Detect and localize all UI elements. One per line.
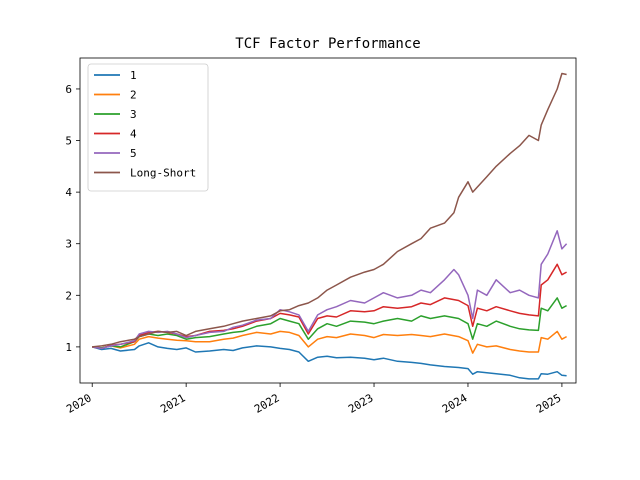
y-tick-label: 6 [65, 83, 72, 96]
legend-label: Long-Short [130, 167, 196, 180]
legend-label: 1 [130, 69, 137, 82]
legend-label: 2 [130, 89, 137, 102]
y-tick-label: 5 [65, 135, 72, 148]
series-line-2 [92, 330, 567, 354]
y-tick-label: 4 [65, 186, 72, 199]
series-line-1 [92, 342, 567, 380]
legend-label: 3 [130, 108, 137, 121]
y-tick-label: 2 [65, 289, 72, 302]
x-tick-label: 2022 [252, 391, 281, 416]
x-tick-label: 2023 [346, 391, 375, 416]
legend: 1 2 3 4 5 Long-Short [87, 63, 209, 192]
axes-frame [79, 57, 577, 384]
x-tick-label: 2020 [64, 391, 93, 416]
series-line-6 [92, 72, 567, 348]
axes-layer: 2020 2021 2022 2023 2024 2025 1 2 3 4 5 6 [64, 57, 577, 416]
chart-title: TCF Factor Performance [235, 36, 420, 52]
legend-box [87, 63, 209, 192]
series-line-3 [92, 297, 567, 349]
x-tick-label: 2021 [158, 391, 187, 416]
x-tick-label: 2025 [534, 391, 563, 416]
legend-label: 4 [130, 128, 137, 141]
x-tick-label: 2024 [440, 391, 470, 416]
y-tick-label: 3 [65, 238, 72, 251]
series-layer [92, 72, 568, 380]
y-tick-label: 1 [65, 341, 72, 354]
legend-label: 5 [130, 147, 137, 160]
